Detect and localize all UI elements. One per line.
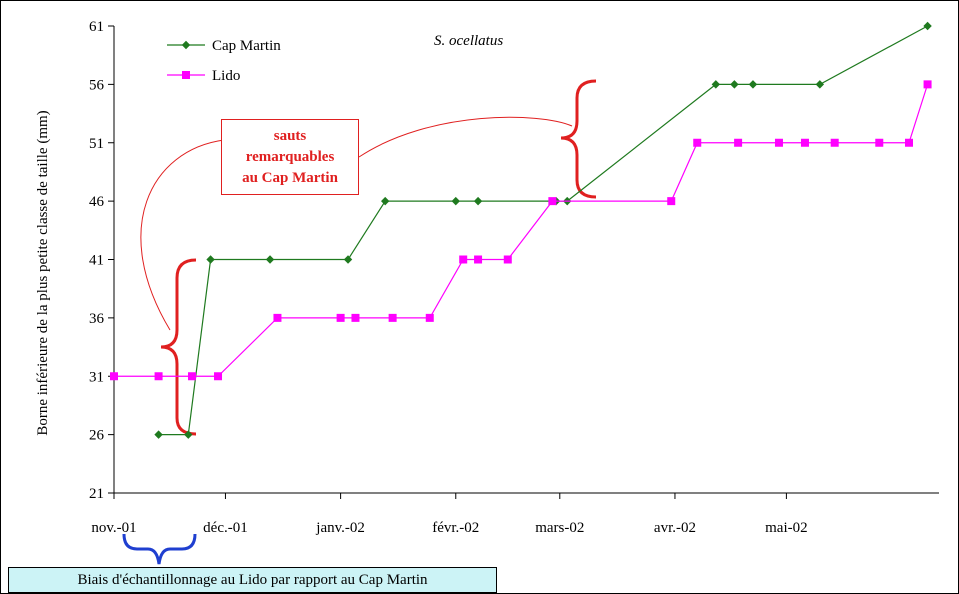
legend-label: Cap Martin	[212, 38, 281, 54]
cap-martin-point	[473, 196, 483, 206]
lido-point	[188, 372, 197, 381]
y-tick-label: 41	[89, 253, 104, 269]
y-tick-label: 46	[89, 194, 105, 210]
x-ticks: nov.-01 déc.-01 janv.-02 févr.-02 mars-02 avr…	[91, 493, 808, 536]
y-tick-label: 51	[89, 136, 104, 152]
legend-marker	[182, 71, 190, 79]
lido-point	[214, 372, 223, 381]
cap-martin-point	[815, 80, 825, 89]
lido-point	[425, 313, 434, 322]
cap-martin-point	[711, 80, 721, 89]
sampling-bias-note: Biais d'échantillonnage au Lido par rapp…	[8, 567, 497, 593]
lido-point	[154, 372, 163, 381]
series-line-lido	[114, 84, 929, 377]
x-tick-label: mai-02	[765, 520, 808, 536]
lido-point	[273, 313, 282, 322]
y-axis-label: Borne inférieure de la plus petite class…	[35, 110, 51, 435]
lido-point	[548, 197, 557, 206]
series-layer	[110, 21, 932, 439]
lido-point	[336, 313, 345, 322]
lido-point	[388, 313, 397, 322]
lido-point	[734, 138, 743, 147]
y-tick-label: 31	[89, 369, 104, 385]
right-jump-brace	[560, 79, 597, 199]
x-tick-label: déc.-01	[203, 520, 248, 536]
legend: Cap Martin Lido	[167, 38, 281, 84]
connector-to-left-brace	[140, 139, 225, 331]
lido-point	[459, 255, 468, 264]
annotation-shapes	[122, 79, 597, 565]
lido-point	[503, 255, 512, 264]
lido-point	[800, 138, 809, 147]
lido-point	[693, 138, 702, 147]
y-tick-label: 26	[89, 428, 105, 444]
cap-martin-point	[748, 80, 758, 89]
y-tick-label: 56	[89, 77, 105, 93]
cap-martin-point	[154, 430, 163, 439]
jumps-annotation-line-2: remarquables	[245, 148, 335, 165]
lido-point	[351, 313, 360, 322]
legend-label: Lido	[212, 68, 240, 84]
lido-point	[110, 372, 118, 381]
y-tick-label: 36	[89, 311, 105, 327]
x-tick-label: nov.-01	[91, 520, 136, 536]
cap-martin-point	[451, 196, 460, 206]
x-tick-label: janv.-02	[315, 520, 365, 536]
lido-point	[774, 138, 783, 147]
left-jump-brace	[160, 258, 197, 436]
x-tick-label: avr.-02	[654, 520, 696, 536]
legend-marker	[181, 40, 191, 50]
connector-to-right-brace	[358, 116, 573, 158]
bias-brace	[122, 533, 197, 565]
jumps-annotation-box: sauts remarquables au Cap Martin	[221, 119, 359, 195]
lido-point	[923, 80, 932, 89]
lido-point	[474, 255, 483, 264]
series-line-cap-martin	[158, 25, 928, 436]
y-tick-label: 61	[89, 19, 104, 35]
y-ticks: 21 26 31 36 41 46 51 56 61	[89, 19, 114, 502]
cap-martin-point	[923, 21, 932, 31]
cap-martin-point	[343, 255, 353, 264]
lido-point	[875, 138, 884, 147]
cap-martin-point	[206, 255, 215, 264]
x-tick-label: févr.-02	[432, 520, 479, 536]
lido-point	[830, 138, 839, 147]
jumps-annotation-line-3: au Cap Martin	[242, 169, 338, 186]
cap-martin-point	[380, 196, 390, 206]
cap-martin-point	[265, 255, 275, 264]
y-tick-label: 21	[89, 486, 104, 502]
jumps-annotation-line-1: sauts	[273, 127, 307, 144]
chart-title: S. ocellatus	[434, 33, 503, 49]
lido-point	[904, 138, 913, 147]
cap-martin-point	[184, 430, 193, 439]
x-tick-label: mars-02	[535, 520, 584, 536]
cap-martin-point	[730, 80, 739, 89]
lido-point	[667, 197, 676, 206]
